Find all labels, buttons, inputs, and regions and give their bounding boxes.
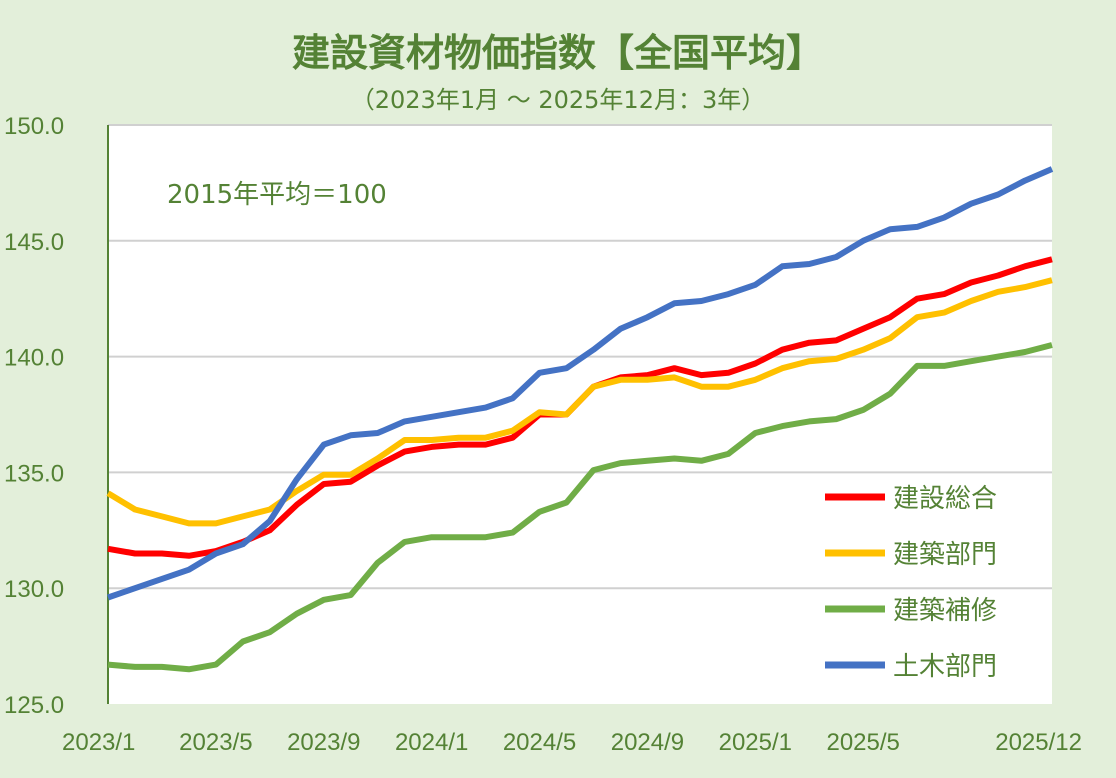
legend-label: 土木部門 xyxy=(893,652,997,682)
x-tick-label: 2023/9 xyxy=(287,729,360,756)
x-tick-label: 2024/9 xyxy=(611,729,684,756)
y-tick-label: 145.0 xyxy=(4,229,64,256)
x-tick-label: 2025/5 xyxy=(826,729,899,756)
y-tick-label: 135.0 xyxy=(4,460,64,487)
y-tick-label: 140.0 xyxy=(4,345,64,372)
chart-title: 建設資材物価指数【全国平均】 xyxy=(291,31,824,75)
legend-label: 建築補修 xyxy=(893,596,997,626)
legend-label: 建築部門 xyxy=(893,540,997,570)
x-tick-label: 2024/5 xyxy=(503,729,576,756)
x-tick-label: 2025/1 xyxy=(719,729,792,756)
x-tick-label: 2023/5 xyxy=(179,729,252,756)
x-tick-label: 2023/1 xyxy=(62,729,135,756)
y-tick-label: 150.0 xyxy=(4,113,64,140)
x-tick-label: 2024/1 xyxy=(395,729,468,756)
series-line-4 xyxy=(107,166,1054,601)
series-line-3 xyxy=(107,342,1053,673)
series-line-2 xyxy=(106,277,1053,527)
y-tick-label: 130.0 xyxy=(4,576,64,603)
chart-subtitle: （2023年1月 ～ 2025年12月：3年） xyxy=(350,86,766,114)
x-tick-label: 2025/12 xyxy=(995,729,1082,756)
y-tick-label: 125.0 xyxy=(4,692,64,719)
base-year-note: 2015年平均＝100 xyxy=(167,180,387,210)
plot-area xyxy=(108,125,1052,704)
legend-label: 建設総合 xyxy=(893,484,997,514)
